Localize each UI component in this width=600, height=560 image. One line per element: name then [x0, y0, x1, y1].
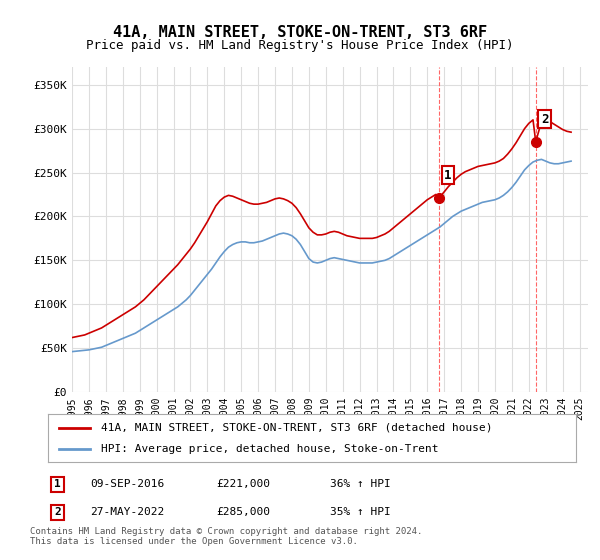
Text: £221,000: £221,000: [216, 479, 270, 489]
Text: 2: 2: [54, 507, 61, 517]
Text: 2: 2: [541, 113, 548, 125]
Text: Price paid vs. HM Land Registry's House Price Index (HPI): Price paid vs. HM Land Registry's House …: [86, 39, 514, 52]
Text: 41A, MAIN STREET, STOKE-ON-TRENT, ST3 6RF (detached house): 41A, MAIN STREET, STOKE-ON-TRENT, ST3 6R…: [101, 423, 493, 433]
Text: 09-SEP-2016: 09-SEP-2016: [90, 479, 164, 489]
Text: 41A, MAIN STREET, STOKE-ON-TRENT, ST3 6RF: 41A, MAIN STREET, STOKE-ON-TRENT, ST3 6R…: [113, 25, 487, 40]
Text: 27-MAY-2022: 27-MAY-2022: [90, 507, 164, 517]
Text: 1: 1: [54, 479, 61, 489]
Text: 1: 1: [444, 169, 452, 181]
Text: Contains HM Land Registry data © Crown copyright and database right 2024.
This d: Contains HM Land Registry data © Crown c…: [30, 526, 422, 546]
Text: 35% ↑ HPI: 35% ↑ HPI: [330, 507, 391, 517]
Text: £285,000: £285,000: [216, 507, 270, 517]
Text: HPI: Average price, detached house, Stoke-on-Trent: HPI: Average price, detached house, Stok…: [101, 444, 438, 454]
Text: 36% ↑ HPI: 36% ↑ HPI: [330, 479, 391, 489]
